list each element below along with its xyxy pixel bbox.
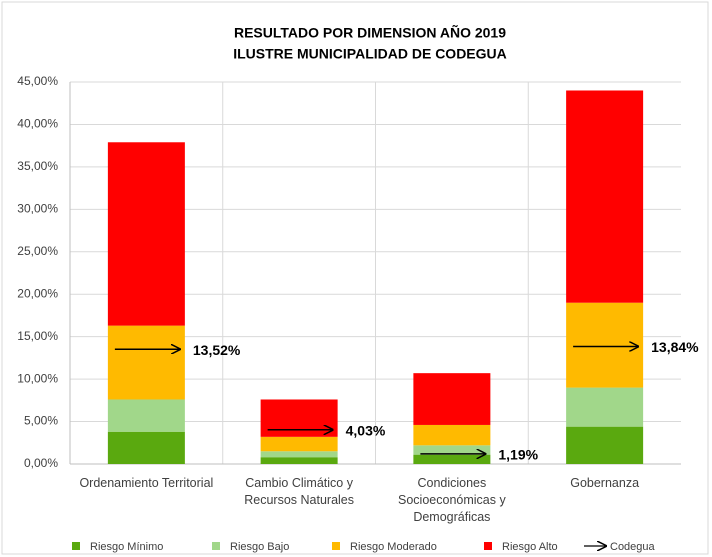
legend-swatch <box>332 542 340 550</box>
data-label: 13,52% <box>193 342 241 358</box>
bar-segment <box>566 90 644 303</box>
y-tick-label: 10,00% <box>17 371 58 385</box>
legend-label: Riesgo Alto <box>502 541 558 553</box>
bar-segment <box>260 436 338 452</box>
legend-label: Codegua <box>610 541 656 553</box>
legend-swatch <box>72 542 80 550</box>
y-tick-label: 45,00% <box>17 74 58 88</box>
bar-segment <box>107 142 185 326</box>
legend-label: Riesgo Moderado <box>350 541 437 553</box>
bar-segment <box>260 399 338 437</box>
bar-segment <box>413 424 491 446</box>
bar-segment <box>566 426 644 464</box>
chart-subtitle: ILUSTRE MUNICIPALIDAD DE CODEGUA <box>233 46 507 62</box>
bar-segment <box>566 387 644 427</box>
legend-swatch <box>212 542 220 550</box>
y-tick-label: 5,00% <box>24 414 58 428</box>
bar-segment <box>413 454 491 464</box>
data-label: 4,03% <box>346 422 386 438</box>
bar-segment <box>413 373 491 425</box>
legend-swatch <box>484 542 492 550</box>
bar-segment <box>107 399 185 432</box>
chart-title: RESULTADO POR DIMENSION AÑO 2019 <box>234 24 506 41</box>
y-tick-label: 25,00% <box>17 244 58 258</box>
legend-label: Riesgo Bajo <box>230 541 289 553</box>
bar-segment <box>260 457 338 464</box>
y-tick-label: 40,00% <box>17 117 58 131</box>
x-tick-label: Gobernanza <box>570 476 640 490</box>
bar-segment <box>566 302 644 388</box>
legend-label: Riesgo Mínimo <box>90 541 163 553</box>
data-label: 1,19% <box>498 447 538 463</box>
bar-segment <box>107 325 185 400</box>
data-label: 13,84% <box>651 339 699 355</box>
x-tick-label: Ordenamiento Territorial <box>79 476 214 490</box>
x-tick-label: Cambio Climático y Recursos Naturales <box>244 476 354 507</box>
y-tick-label: 0,00% <box>24 456 58 470</box>
y-tick-label: 20,00% <box>17 286 58 300</box>
y-tick-label: 35,00% <box>17 159 58 173</box>
bar-segment <box>107 431 185 464</box>
bar-segment <box>413 445 491 455</box>
x-tick-label: Condiciones Socioeconómicas y Demográfic… <box>398 476 506 524</box>
bar-segment <box>260 451 338 458</box>
y-tick-label: 30,00% <box>17 202 58 216</box>
y-tick-label: 15,00% <box>17 329 58 343</box>
